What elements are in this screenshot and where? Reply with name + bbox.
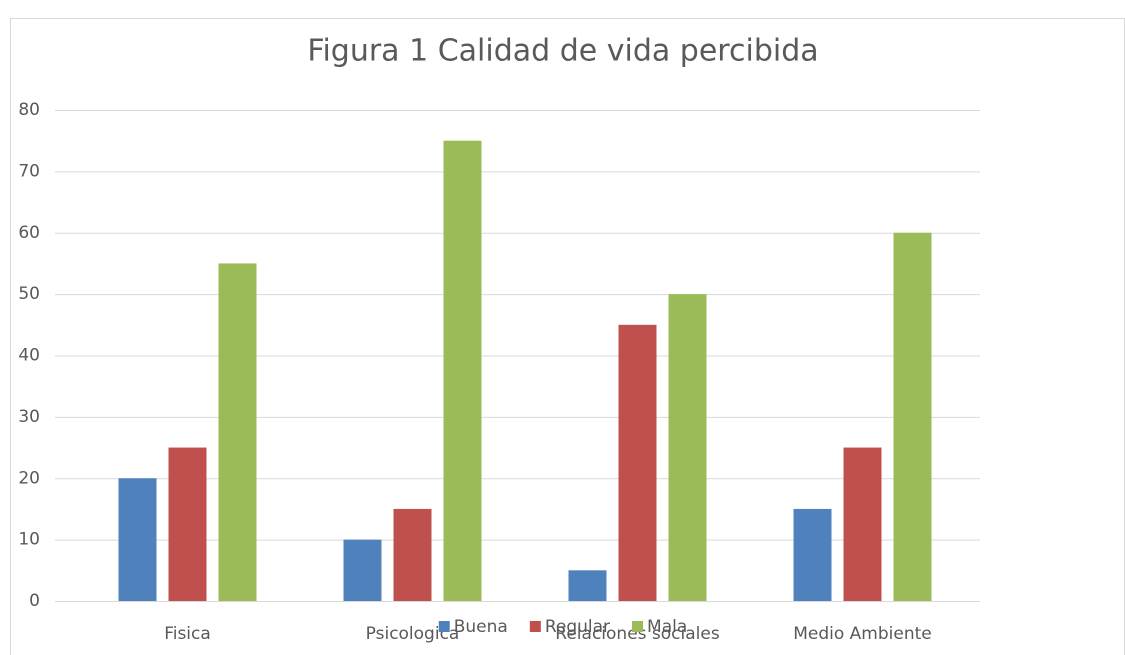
bar <box>393 508 432 601</box>
y-tick-label: 50 <box>18 284 40 304</box>
y-tick-label: 0 <box>29 591 40 611</box>
bar <box>118 478 157 601</box>
bar <box>668 294 707 601</box>
legend-label: Buena <box>454 617 508 637</box>
y-tick-label: 20 <box>18 468 40 488</box>
chart-title: Figura 1 Calidad de vida percibida <box>307 34 818 69</box>
bar <box>793 508 832 601</box>
x-tick-label: Fisica <box>164 624 211 644</box>
bar <box>843 447 882 601</box>
y-tick-label: 70 <box>18 161 40 181</box>
bar <box>568 570 607 601</box>
bar <box>343 539 382 601</box>
legend-swatch <box>529 621 541 632</box>
legend-label: Regular <box>545 617 610 637</box>
bar <box>218 263 257 601</box>
x-tick-label: Relaciones sociales <box>555 624 720 644</box>
y-tick-label: 30 <box>18 407 40 427</box>
y-tick-label: 60 <box>18 223 40 243</box>
bar <box>618 324 657 601</box>
legend-label: Mala <box>647 617 687 637</box>
y-tick-label: 10 <box>18 530 40 550</box>
bar <box>443 140 482 601</box>
y-tick-label: 40 <box>18 346 40 366</box>
legend-swatch <box>632 621 644 632</box>
bar <box>893 232 932 601</box>
x-tick-label: Medio Ambiente <box>793 624 932 644</box>
x-tick-label: Psicologica <box>366 624 460 644</box>
legend-swatch <box>438 621 450 632</box>
bar <box>168 447 207 601</box>
y-tick-label: 80 <box>18 100 40 120</box>
